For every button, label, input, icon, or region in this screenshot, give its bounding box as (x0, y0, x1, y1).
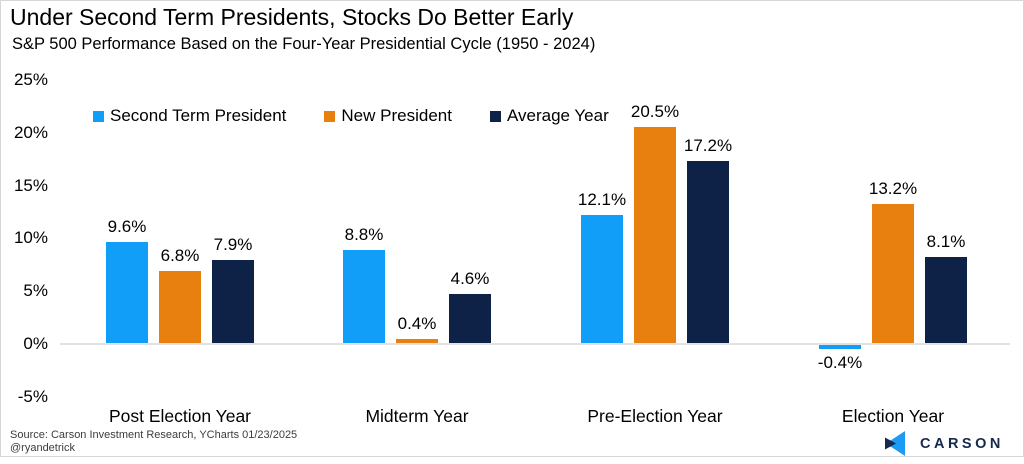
y-axis-tick-label: 5% (23, 281, 48, 301)
bar-average-year (687, 161, 729, 343)
carson-logo: CARSON (884, 431, 1004, 456)
bar-average-year (449, 294, 491, 343)
bar-value-label: 4.6% (450, 269, 490, 289)
legend-label-new-president: New President (341, 106, 452, 125)
y-axis-tick-label: 20% (13, 122, 48, 142)
bar-value-label: 7.9% (213, 234, 253, 254)
bar-value-label: 6.8% (160, 246, 200, 266)
bar-value-label: 9.6% (107, 216, 147, 236)
carson-wordmark: CARSON (920, 435, 1004, 452)
bar-value-label: 0.4% (397, 313, 437, 333)
bar-value-label: 17.2% (683, 136, 733, 156)
bar-new-president (396, 338, 438, 343)
bar-new-president (872, 203, 914, 343)
source-line1: Source: Carson Investment Research, YCha… (10, 429, 298, 441)
bar-value-label: 8.8% (344, 225, 384, 245)
source-line2: @ryandetrick (10, 442, 75, 454)
x-axis-category-label: Pre-Election Year (587, 406, 723, 426)
legend-item-average-year: Average Year (489, 106, 609, 126)
bar-second-term-president (819, 345, 861, 350)
bar-value-label: 8.1% (926, 232, 966, 252)
bar-average-year (925, 257, 967, 343)
bar-average-year (212, 259, 254, 343)
zero-gridline (60, 343, 1010, 345)
bar-second-term-president (343, 250, 385, 343)
bar-new-president (634, 126, 676, 343)
chart-subtitle: S&P 500 Performance Based on the Four-Ye… (12, 35, 596, 53)
legend-item-second-term: Second Term President (93, 106, 286, 126)
x-axis-category-label: Election Year (841, 406, 945, 426)
legend-label-second-term: Second Term President (110, 106, 287, 125)
y-axis-tick-label: -5% (17, 386, 48, 406)
source-note: Source: Carson Investment Research, YCha… (10, 429, 297, 455)
bar-value-label: 12.1% (577, 190, 627, 210)
bar-value-label: -0.4% (817, 353, 863, 373)
legend-label-average-year: Average Year (506, 106, 609, 125)
carson-chevron-icon (885, 431, 905, 456)
chart-title: Under Second Term Presidents, Stocks Do … (10, 4, 574, 30)
legend-item-new-president: New President (324, 106, 452, 126)
x-axis-category-label: Midterm Year (365, 406, 469, 426)
bar-second-term-president (581, 215, 623, 343)
legend-swatch-average-year (489, 110, 501, 122)
bar-new-president (159, 271, 201, 343)
legend-swatch-second-term (93, 110, 104, 122)
x-axis-category-label: Post Election Year (108, 406, 252, 426)
bar-second-term-president (106, 241, 148, 343)
legend-swatch-new-president (324, 110, 336, 122)
y-axis-tick-label: 0% (23, 334, 48, 353)
bar-value-label: 20.5% (630, 101, 680, 121)
y-axis-tick-label: 15% (13, 175, 48, 195)
y-axis-tick-label: 25% (13, 70, 48, 89)
bar-value-label: 13.2% (868, 178, 918, 198)
legend: Second Term President New President Aver… (93, 106, 609, 126)
y-axis-tick-label: 10% (13, 228, 48, 248)
